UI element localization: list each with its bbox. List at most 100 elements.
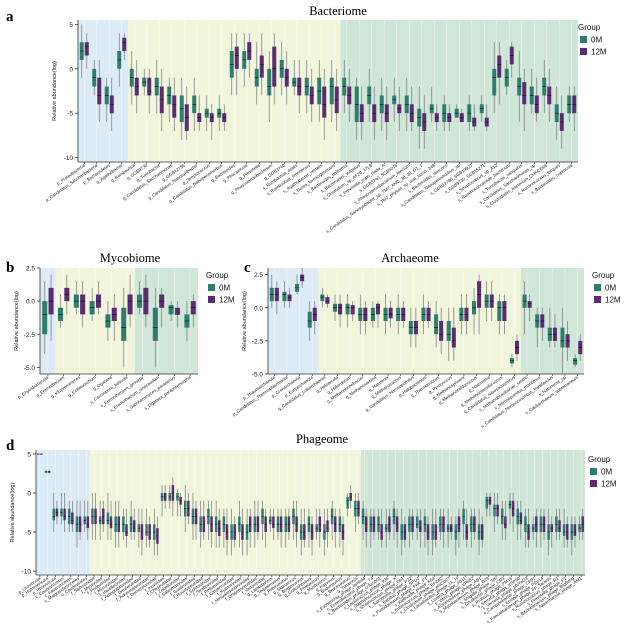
box-12M [497,55,502,78]
y-tick-label: 5 [27,451,31,458]
panel-a-title: Bacteriome [309,4,367,18]
box-12M [234,46,239,69]
legend-title: Group [588,455,611,464]
box-12M [326,520,329,533]
panel-d-title: Phageome [296,432,349,446]
box-12M [338,303,343,315]
box-0M [320,294,325,302]
panel-b-letter: b [6,260,14,276]
box-0M [485,496,489,509]
legend-swatch [208,296,215,303]
legend-title: Group [578,23,601,32]
legend-label: 12M [219,296,235,305]
zone-blue [78,20,128,162]
panel-c-title: Archaeome [381,251,439,265]
box-0M [434,314,439,335]
y-axis-label: Relative abundance(log) [52,61,58,121]
y-tick-label: 5 [69,22,73,29]
box-0M [307,311,312,328]
legend-swatch [580,48,587,55]
legend-swatch [208,284,215,291]
box-12M [172,95,177,118]
panel-c-letter: c [244,260,251,276]
box-0M [562,524,566,536]
box-12M [272,516,275,529]
box-12M [573,524,577,536]
box-12M [40,453,43,455]
panel-b: b Mycobiome -5.0 -2.5 0.0 2.5 Relative abund… [6,251,235,413]
box-12M [300,274,305,282]
box-12M [63,508,66,521]
box-12M [419,520,422,533]
zone-yellow [318,268,521,374]
box-12M [451,327,456,348]
box-12M [388,307,393,319]
legend-swatch [594,284,601,291]
box-0M [121,307,127,341]
x-tick-label: p_Candidatus_Saccharibacteria [44,162,98,202]
box-12M [527,301,532,308]
box-12M [558,520,561,533]
y-tick-label: -10 [22,569,32,576]
y-axis-label: Relative abundance(log) [10,483,16,543]
box-12M [125,524,128,536]
box-0M [42,301,48,335]
box-0M [152,307,158,341]
legend-label: 0M [605,284,616,293]
box-12M [97,77,102,105]
box-12M [86,516,90,529]
legend-swatch [590,468,597,475]
legend-label: 0M [219,284,230,293]
box-12M [122,37,127,52]
y-tick-label: -2.5 [24,332,36,339]
legend-label: 12M [605,296,621,305]
panel-d-letter: d [6,438,15,454]
box-12M [109,516,113,529]
box-0M [52,508,56,521]
box-0M [493,504,496,517]
legend-swatch [594,296,601,303]
box-0M [106,512,110,525]
legend-label: 12M [601,480,617,489]
y-axis-label: Relative abundance(log) [14,291,20,351]
legend-label: 0M [591,36,602,45]
y-tick-label: 0.0 [26,299,35,306]
box-0M [329,77,334,105]
box-12M [80,294,86,315]
box-0M [37,453,40,455]
legend-swatch [580,36,587,43]
box-0M [346,496,349,509]
box-0M [492,68,497,96]
box-0M [560,327,565,348]
box-12M [439,321,444,341]
panel-a: a Bacteriome -10 -5 0 5 Relative abundance(l… [6,4,607,234]
box-0M [497,301,502,321]
legend-label: 0M [601,468,612,477]
y-tick-label: -10 [64,155,74,162]
y-tick-label: -5 [25,530,31,537]
y-tick-label: 2.5 [26,266,35,273]
box-12M [519,512,523,525]
box-12M [325,297,330,304]
box-12M [287,294,292,302]
box-0M [168,305,174,315]
box-12M [504,516,507,529]
legend-title: Group [592,271,615,280]
y-tick-label: -5.0 [24,365,36,372]
box-12M [259,55,264,78]
box-0M [446,321,451,341]
box-0M [145,524,148,536]
panel-a-letter: a [6,9,14,25]
box-12M [71,512,74,525]
y-tick-label: 0 [27,490,31,497]
y-tick-label: -2.5 [252,338,264,345]
panel-c: c Archaeome -5.0 -2.5 0.0 2.5 Relative abund… [231,251,620,429]
legend-label: 12M [591,48,607,57]
box-12M [502,301,507,321]
y-tick-label: 2.5 [254,272,263,279]
box-12M [147,77,152,96]
y-tick-label: -5.0 [252,372,264,379]
box-12M [127,294,133,315]
box-0M [282,291,287,302]
